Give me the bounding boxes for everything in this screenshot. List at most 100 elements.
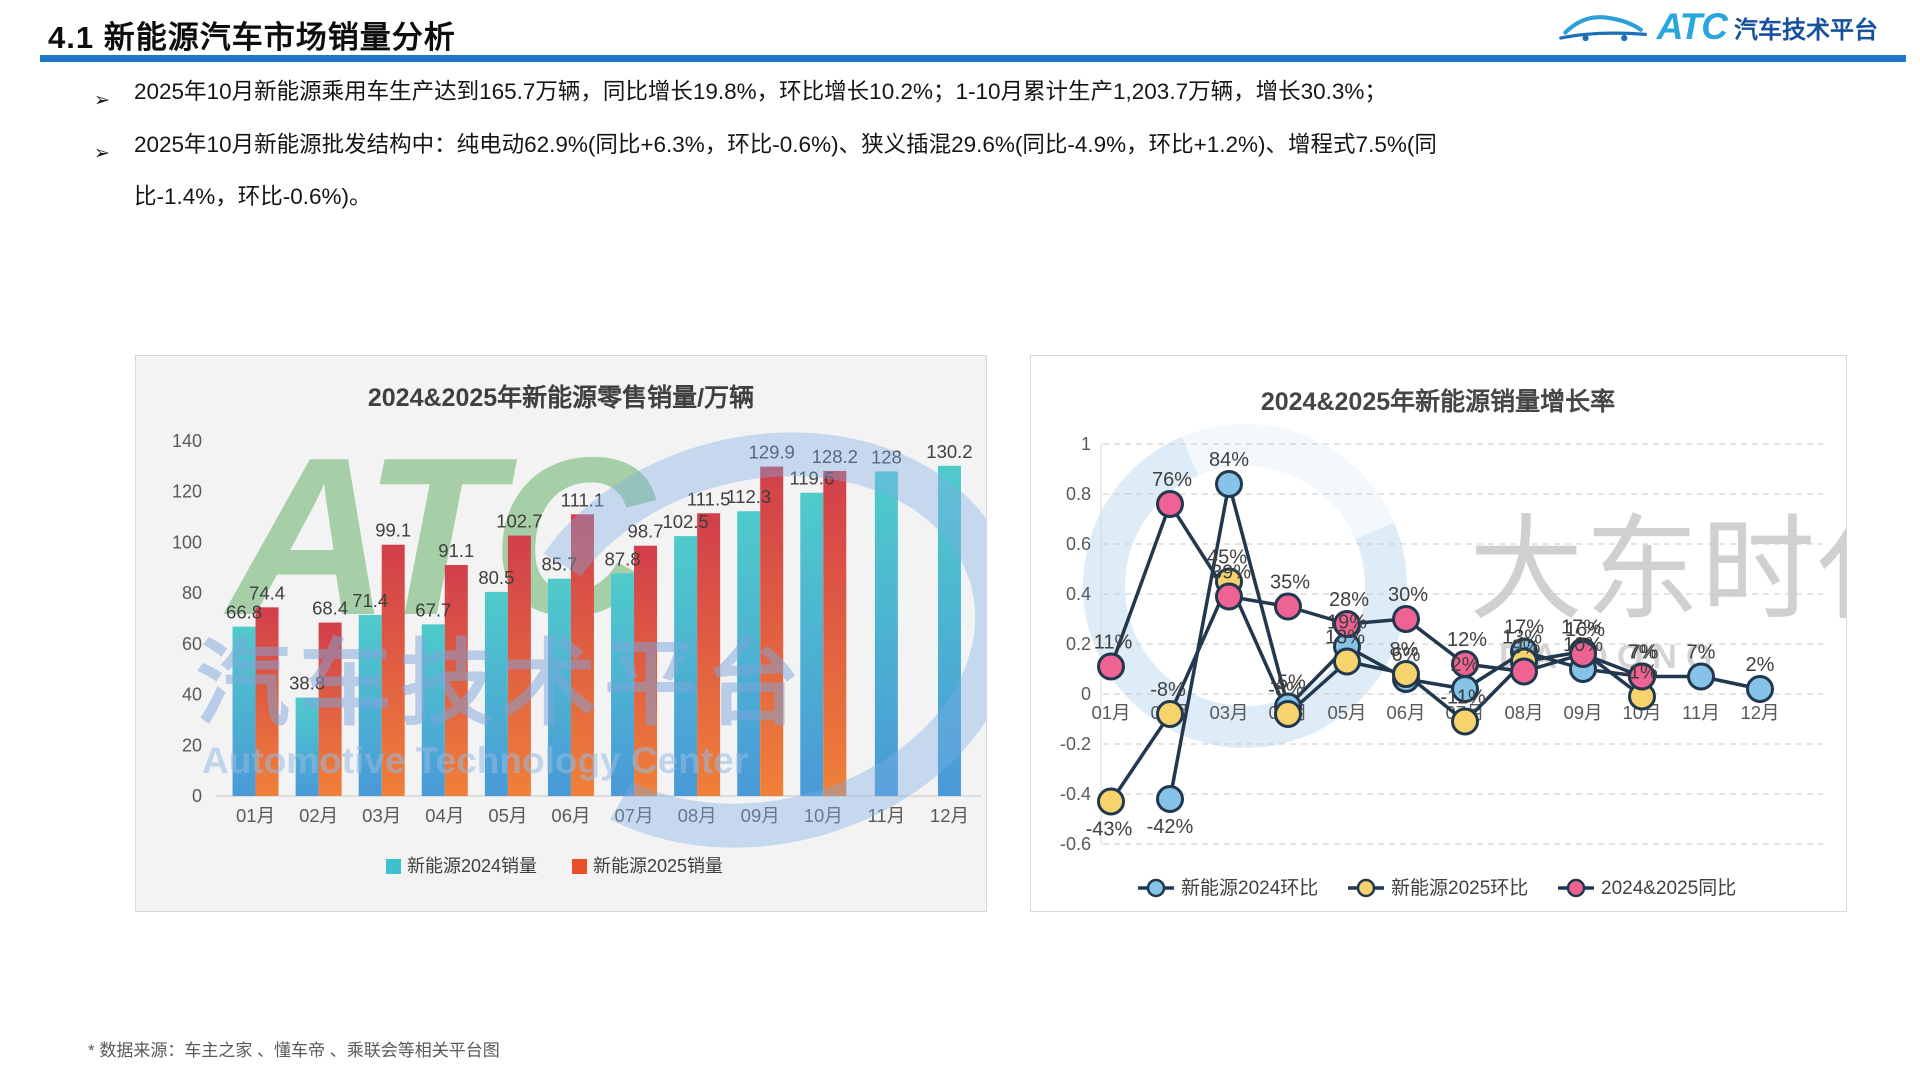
svg-text:03月: 03月	[362, 805, 401, 826]
svg-text:120: 120	[172, 482, 202, 502]
svg-text:10月: 10月	[804, 805, 843, 826]
svg-text:111.1: 111.1	[561, 489, 605, 510]
svg-text:-0.4: -0.4	[1060, 784, 1091, 804]
svg-text:28%: 28%	[1329, 589, 1369, 611]
bullet-text-2: 2025年10月新能源批发结构中：纯电动62.9%(同比+6.3%，环比-0.6…	[134, 131, 1437, 209]
page-title: 4.1 新能源汽车市场销量分析	[48, 20, 456, 55]
svg-text:04月: 04月	[425, 805, 464, 826]
svg-text:-0.2: -0.2	[1060, 734, 1091, 754]
bar-chart-legend: 新能源2024销量 新能源2025销量	[386, 856, 723, 876]
svg-text:60: 60	[182, 634, 202, 654]
bar-chart-panel: ATC 2024&2025年新能源零售销量/万辆 0 20 40 60 80 100 120 1…	[135, 355, 987, 912]
svg-text:12%: 12%	[1447, 629, 1487, 651]
svg-text:0.4: 0.4	[1066, 584, 1091, 604]
svg-text:-0.6: -0.6	[1060, 834, 1091, 854]
svg-text:11月: 11月	[1682, 702, 1720, 723]
svg-text:30%: 30%	[1388, 584, 1428, 606]
bullet-item-1: ➢ 2025年10月新能源乘用车生产达到165.7万辆，同比增长19.8%，环比…	[92, 66, 1492, 118]
series-markers	[1097, 470, 1774, 816]
svg-text:99.1: 99.1	[375, 520, 411, 541]
svg-text:87.8: 87.8	[605, 548, 641, 569]
svg-text:67.7: 67.7	[415, 599, 451, 620]
svg-text:06月: 06月	[551, 805, 590, 826]
bar-value-labels: 66.874.4 38.8 68.4 71.4 99.1 67.7 91.180.5 102.…	[226, 441, 973, 694]
svg-text:07月: 07月	[615, 805, 654, 826]
svg-text:-8%: -8%	[1150, 679, 1186, 701]
svg-text:68.4: 68.4	[312, 598, 348, 619]
svg-text:-1%: -1%	[1622, 662, 1658, 684]
svg-text:130.2: 130.2	[926, 441, 972, 462]
line-chart-panel: 大东时代 DA DONG 2024&2025年新能源销量增长率10.80.60.…	[1030, 355, 1847, 912]
svg-text:09月: 09月	[1563, 702, 1602, 723]
atc-logo: ATC 汽车技术平台	[1558, 6, 1878, 48]
svg-text:8%: 8%	[1390, 639, 1419, 661]
svg-text:45%: 45%	[1207, 547, 1247, 569]
line-chart-title: 2024&2025年新能源销量增长率	[1261, 387, 1615, 416]
svg-text:06月: 06月	[1386, 702, 1425, 723]
bar-chart-title: 2024&2025年新能源零售销量/万辆	[368, 383, 754, 412]
svg-text:05月: 05月	[1327, 702, 1366, 723]
svg-text:新能源2024销量: 新能源2024销量	[407, 856, 537, 876]
svg-text:9%: 9%	[1512, 637, 1541, 659]
svg-text:119.6: 119.6	[789, 468, 834, 489]
svg-text:-43%: -43%	[1086, 819, 1133, 841]
svg-text:40: 40	[182, 685, 202, 705]
data-source-note: * 数据来源：车主之家 、懂车帝 、乘联会等相关平台图	[88, 1041, 500, 1060]
svg-text:20: 20	[182, 735, 202, 755]
svg-text:08月: 08月	[678, 805, 717, 826]
svg-text:80.5: 80.5	[478, 567, 514, 588]
line-chart: 2024&2025年新能源销量增长率 1 0.8 0.6 0.4 0.2 0 -0.2 -0.4…	[1060, 387, 1823, 899]
svg-text:102.5: 102.5	[662, 511, 708, 532]
bullet-arrow-icon: ➢	[94, 90, 110, 111]
svg-text:08月: 08月	[1504, 702, 1543, 723]
svg-text:10月: 10月	[1622, 702, 1661, 723]
svg-text:6%: 6%	[1392, 644, 1421, 666]
point-labels: -42%84%-5%19%6% 2%17%10% 7% 7%2%-43%-8%45%-…	[1086, 449, 1775, 841]
svg-text:10%: 10%	[1563, 634, 1603, 656]
svg-text:74.4: 74.4	[249, 582, 285, 603]
svg-text:0: 0	[1081, 684, 1091, 704]
svg-text:0: 0	[192, 786, 202, 806]
svg-text:01月: 01月	[236, 805, 275, 826]
svg-text:112.3: 112.3	[726, 486, 771, 507]
svg-text:12月: 12月	[1740, 702, 1779, 723]
line-gridlines: 1 0.8 0.6 0.4 0.2 0 -0.2 -0.4 -0.6	[1060, 434, 1823, 854]
svg-text:7%: 7%	[1628, 642, 1657, 664]
svg-text:12月: 12月	[930, 805, 969, 826]
svg-text:17%: 17%	[1561, 617, 1601, 639]
svg-text:新能源2025环比: 新能源2025环比	[1391, 877, 1528, 899]
bullet-list: ➢ 2025年10月新能源乘用车生产达到165.7万辆，同比增长19.8%，环比…	[92, 66, 1492, 223]
svg-text:2%: 2%	[1746, 654, 1775, 676]
bar-y-axis: 0 20 40 60 80 100 120 140	[172, 431, 202, 806]
svg-text:-11%: -11%	[1440, 687, 1485, 709]
bullet-item-2: ➢ 2025年10月新能源批发结构中：纯电动62.9%(同比+6.3%，环比-0…	[92, 119, 1492, 223]
svg-text:85.7: 85.7	[541, 554, 577, 575]
svg-text:38.8: 38.8	[289, 673, 325, 694]
line-chart-legend: 新能源2024环比 新能源2025环比 2024&2025同比	[1138, 877, 1736, 899]
svg-text:17%: 17%	[1504, 617, 1544, 639]
svg-text:129.9: 129.9	[749, 442, 795, 463]
svg-text:-42%: -42%	[1147, 816, 1194, 838]
svg-text:0.2: 0.2	[1066, 634, 1091, 654]
svg-text:66.8: 66.8	[226, 602, 262, 623]
bar-x-axis-labels: 01月 02月 03月 04月 05月 06月 07月 08月 09月 10月 11月 12月	[236, 805, 969, 826]
svg-text:2%: 2%	[1451, 654, 1480, 676]
logo-subtext: 汽车技术平台	[1734, 16, 1878, 44]
svg-text:02月: 02月	[299, 805, 338, 826]
svg-text:84%: 84%	[1209, 449, 1249, 471]
logo-brand-text: ATC	[1656, 6, 1728, 47]
bullet-arrow-icon: ➢	[94, 142, 110, 164]
series-lines	[1109, 482, 1761, 803]
svg-text:1: 1	[1081, 434, 1091, 454]
svg-text:35%: 35%	[1270, 572, 1310, 594]
svg-text:80: 80	[182, 583, 202, 603]
svg-text:-8%: -8%	[1268, 679, 1304, 701]
car-swoosh-icon	[1558, 15, 1647, 42]
svg-text:7%: 7%	[1687, 642, 1716, 664]
bullet-text-1: 2025年10月新能源乘用车生产达到165.7万辆，同比增长19.8%，环比增长…	[134, 79, 1387, 104]
svg-text:05月: 05月	[488, 805, 527, 826]
svg-text:111.5: 111.5	[687, 488, 731, 509]
svg-text:11%: 11%	[1094, 632, 1133, 654]
svg-text:13%: 13%	[1502, 627, 1542, 649]
